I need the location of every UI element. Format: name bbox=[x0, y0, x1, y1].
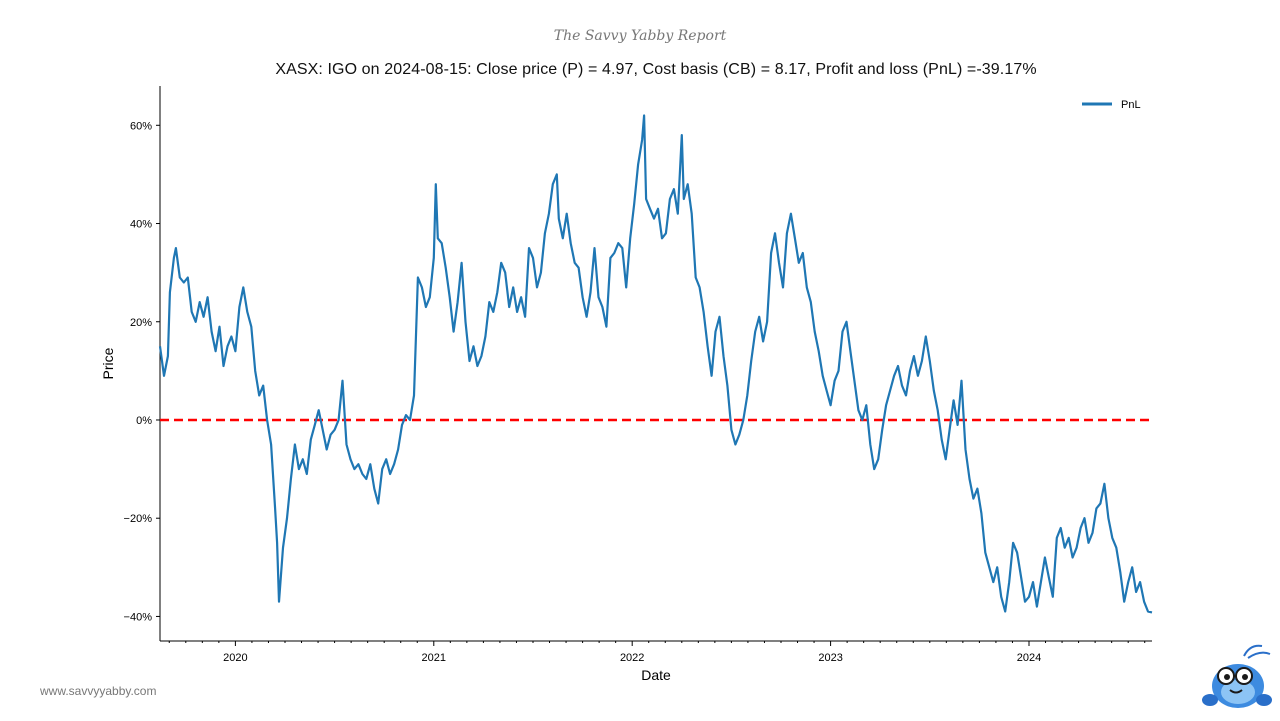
website-url[interactable]: www.savvyyabby.com bbox=[40, 684, 157, 698]
x-ticks: 2020 2021 2022 2023 2024 bbox=[168, 641, 1146, 664]
x-tick-label: 2020 bbox=[223, 652, 247, 664]
yabby-mascot-logo bbox=[1200, 642, 1274, 716]
y-tick-label: 60% bbox=[130, 120, 152, 132]
y-tick-label: −20% bbox=[124, 513, 153, 525]
y-tick-label: 0% bbox=[136, 415, 152, 427]
x-axis-label: Date bbox=[641, 667, 671, 683]
legend-label-pnl: PnL bbox=[1121, 99, 1141, 111]
x-tick-label: 2024 bbox=[1017, 652, 1041, 664]
x-tick-label: 2021 bbox=[422, 652, 446, 664]
chart-title: XASX: IGO on 2024-08-15: Close price (P)… bbox=[275, 61, 1037, 78]
y-tick-label: 20% bbox=[130, 317, 152, 329]
pnl-series-line bbox=[158, 114, 1153, 614]
y-tick-label: 40% bbox=[130, 219, 152, 231]
x-tick-label: 2023 bbox=[818, 652, 842, 664]
x-tick-label: 2022 bbox=[620, 652, 644, 664]
brand-header: The Savvy Yabby Report bbox=[553, 28, 727, 44]
y-ticks: 60% 40% 20% 0% −20% −40% bbox=[124, 120, 160, 623]
y-axis-label: Price bbox=[100, 347, 116, 379]
y-tick-label: −40% bbox=[124, 611, 153, 623]
legend: PnL bbox=[1082, 99, 1141, 111]
